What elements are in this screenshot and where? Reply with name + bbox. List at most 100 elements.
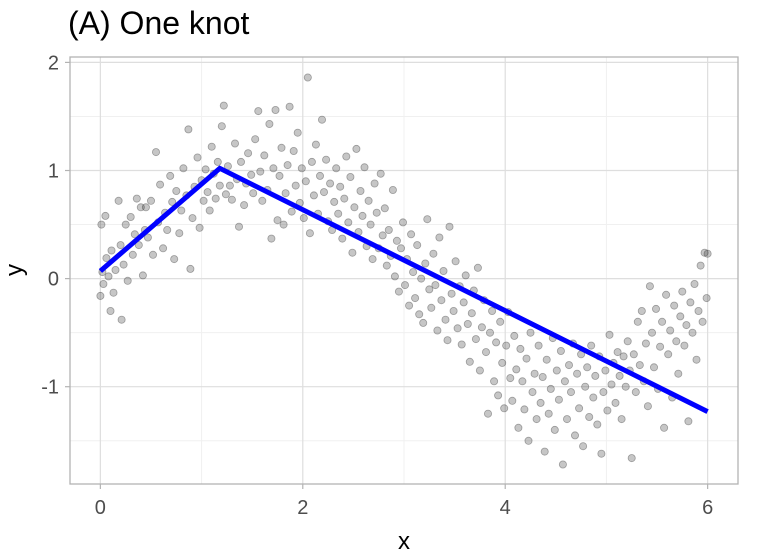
data-point <box>396 244 405 253</box>
data-point <box>283 161 292 170</box>
data-point <box>372 208 381 217</box>
data-point <box>244 149 253 158</box>
data-point <box>627 454 636 463</box>
data-point <box>109 288 118 297</box>
data-point <box>514 423 523 432</box>
data-point <box>217 122 226 131</box>
data-point <box>645 282 654 291</box>
data-point <box>536 398 545 407</box>
data-point <box>502 341 511 350</box>
data-point <box>405 301 414 310</box>
data-point <box>398 218 407 227</box>
data-point <box>384 225 393 234</box>
chart-title: (A) One knot <box>68 5 250 41</box>
data-point <box>664 350 673 359</box>
data-point <box>213 157 222 166</box>
panel-border <box>69 56 739 485</box>
y-tick-label: 2 <box>48 52 59 74</box>
y-axis-title: y <box>1 264 28 276</box>
x-axis-title: x <box>398 528 410 555</box>
data-point <box>433 326 442 335</box>
data-point <box>199 196 208 205</box>
data-point <box>269 164 278 173</box>
data-point <box>623 337 632 346</box>
data-point <box>166 171 175 180</box>
data-point <box>111 265 120 274</box>
data-point <box>96 291 105 300</box>
data-point <box>309 191 318 200</box>
data-point <box>684 417 693 426</box>
data-point <box>322 155 331 164</box>
data-point <box>297 164 306 173</box>
data-point <box>380 204 389 213</box>
data-point <box>652 304 661 313</box>
data-point <box>516 344 525 353</box>
data-point <box>567 388 576 397</box>
data-point <box>236 157 245 166</box>
data-point <box>186 264 195 273</box>
plot-panel <box>69 56 739 485</box>
data-point <box>332 164 341 173</box>
data-point <box>184 125 193 134</box>
data-point <box>680 341 689 350</box>
data-point <box>524 436 533 445</box>
data-point <box>457 340 466 349</box>
data-point <box>583 363 592 372</box>
data-point <box>597 449 606 458</box>
data-point <box>445 222 454 231</box>
y-tick-label: 0 <box>48 269 59 291</box>
data-point <box>672 337 681 346</box>
data-point <box>471 335 480 344</box>
y-axis-ticks: -1 0 1 2 <box>41 52 70 399</box>
fitted-line <box>98 165 709 414</box>
y-tick-label: -1 <box>41 377 59 399</box>
data-point <box>247 170 256 179</box>
data-point <box>277 143 286 152</box>
data-point <box>348 248 357 257</box>
data-point <box>368 255 377 264</box>
data-point <box>128 250 137 259</box>
data-point <box>573 369 582 378</box>
data-point <box>670 301 679 310</box>
data-point <box>650 363 659 372</box>
data-point <box>490 377 499 386</box>
data-point <box>563 415 572 424</box>
data-point <box>119 260 128 269</box>
data-point <box>522 354 531 363</box>
data-point <box>692 355 701 364</box>
data-point <box>542 355 551 364</box>
data-point <box>285 102 294 111</box>
data-point <box>451 257 460 266</box>
data-point <box>411 294 420 303</box>
data-point <box>441 315 450 324</box>
data-point <box>207 142 216 151</box>
data-point <box>394 287 403 296</box>
data-point <box>215 181 224 190</box>
data-point <box>703 249 712 258</box>
data-point <box>660 423 669 432</box>
data-point <box>195 223 204 232</box>
data-point <box>453 324 462 333</box>
data-point <box>607 380 616 389</box>
data-point <box>409 268 418 277</box>
data-point <box>508 396 517 405</box>
data-point <box>179 164 188 173</box>
data-point <box>700 248 709 257</box>
data-point <box>350 203 359 212</box>
data-point <box>360 163 369 172</box>
data-point <box>631 388 640 397</box>
data-point <box>366 220 375 229</box>
data-point <box>271 106 280 115</box>
data-point <box>615 371 624 380</box>
data-point <box>656 342 665 351</box>
data-point <box>556 346 565 355</box>
data-point <box>560 377 569 386</box>
data-point <box>227 195 236 204</box>
data-point <box>461 271 470 280</box>
data-point <box>281 189 290 198</box>
data-point <box>267 234 276 243</box>
data-point <box>585 412 594 421</box>
data-point <box>431 281 440 290</box>
data-point <box>492 338 501 347</box>
data-point <box>550 425 559 434</box>
